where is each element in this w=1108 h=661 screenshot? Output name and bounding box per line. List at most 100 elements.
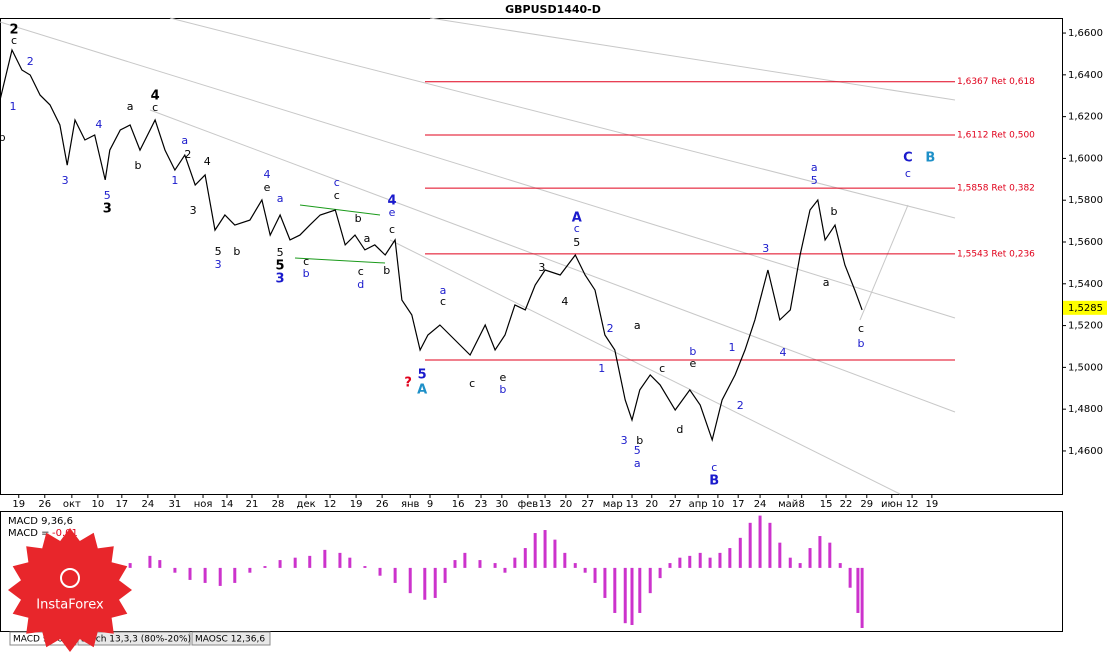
wave-label: 2 [27, 55, 34, 68]
wave-label: 3 [62, 174, 69, 187]
channel-line [294, 257, 386, 264]
wave-label: 2 [10, 23, 19, 38]
macd-bar [856, 567, 860, 613]
wave-label: c [389, 223, 395, 236]
macd-bar [263, 566, 267, 568]
macd-bar [553, 539, 557, 568]
x-tick-label: 24 [754, 499, 767, 510]
y-tick-label: 1,4600 [1068, 446, 1103, 457]
indicator-value: -0.01 [52, 528, 78, 539]
y-tick-label: 1,6200 [1068, 112, 1103, 123]
wave-label: 5 [276, 259, 285, 274]
x-tick-label: 17 [732, 499, 745, 510]
logo: InstaForex [8, 528, 132, 652]
wave-label: e [499, 371, 506, 384]
wave-label: c [440, 295, 446, 308]
y-tick-label: 1,5600 [1068, 237, 1103, 248]
macd-bar [658, 567, 662, 579]
wave-label: 3 [762, 242, 769, 255]
wave-label: A [417, 382, 427, 397]
level-label: 1,5543 Ret 0,236 [957, 249, 1035, 259]
indicator-tab-label[interactable]: Stoch 13,3,3 (80%-20%) [81, 635, 191, 645]
wave-label: e [690, 357, 697, 370]
brand-name: InstaForex [36, 598, 104, 613]
x-tick-label: июн [881, 499, 902, 510]
projection [859, 204, 909, 321]
wave-label: b [355, 212, 362, 225]
macd-bar [648, 567, 652, 594]
macd-bar [630, 567, 634, 625]
wave-label: A [572, 210, 582, 225]
wave-label: ? [404, 376, 412, 391]
macd-bar [293, 557, 297, 568]
macd-bar [748, 522, 752, 568]
wave-label: c [858, 322, 864, 335]
y-tick-label: 1,4800 [1068, 404, 1103, 415]
macd-bar [408, 567, 412, 594]
macd-bar [623, 567, 627, 624]
macd-bar [603, 567, 607, 598]
wave-label: c [334, 189, 340, 202]
x-tick-label: 22 [840, 499, 853, 510]
macd-bar [638, 567, 642, 613]
last-price-label: 1,5285 [1068, 303, 1103, 314]
wave-label: b [689, 345, 696, 358]
wave-label: a [440, 284, 447, 297]
x-tick-label: 27 [669, 499, 682, 510]
wave-label: a [127, 100, 134, 113]
wave-label: 5 [215, 245, 222, 258]
wave-label: 1 [171, 174, 178, 187]
macd-bar [688, 555, 692, 568]
wave-label: b [830, 205, 837, 218]
wave-label: 2 [607, 322, 614, 335]
macd-bar [678, 557, 682, 568]
indicator-tab-label[interactable]: MAOSC 12,36,6 [195, 635, 265, 645]
wave-label: B [709, 474, 719, 489]
y-tick-label: 1,6400 [1068, 70, 1103, 81]
wave-label: 5 [811, 174, 818, 187]
wave-label: c [469, 377, 475, 390]
x-tick-label: 21 [246, 499, 259, 510]
macd-bar [278, 560, 282, 568]
macd-bar [543, 530, 547, 568]
macd-bar [463, 552, 467, 568]
macd-bar [708, 557, 712, 568]
macd-bar [738, 537, 742, 568]
x-tick-label: ноя [194, 499, 213, 510]
wave-label: B [925, 151, 935, 166]
wave-label: 5 [277, 246, 284, 259]
macd-panel [0, 511, 1063, 632]
wave-label: a [634, 457, 641, 470]
x-tick-label: 13 [626, 499, 639, 510]
x-tick-label: фев [518, 499, 539, 510]
macd-bar [828, 542, 832, 568]
x-tick-label: 28 [272, 499, 285, 510]
indicator-tab[interactable] [191, 631, 271, 646]
wave-label: 2 [737, 399, 744, 412]
trendline [169, 17, 956, 219]
x-tick-label: 29 [860, 499, 873, 510]
wave-label: 4 [95, 118, 102, 131]
wave-label: 4 [204, 155, 211, 168]
wave-label: a [823, 276, 830, 289]
x-tick-label: 12 [324, 499, 337, 510]
macd-bar [188, 567, 192, 580]
wave-label: 3 [215, 258, 222, 271]
main-panel [0, 18, 1063, 495]
wave-label: 4 [151, 88, 160, 103]
macd-bar [348, 557, 352, 568]
chart-title: GBPUSD1440-D [505, 3, 601, 16]
macd-bar [453, 560, 457, 568]
x-tick-label: 13 [539, 499, 552, 510]
wave-label: b [134, 159, 141, 172]
y-tick-label: 1,5800 [1068, 195, 1103, 206]
indicator-tab-label[interactable]: MACD 9,36,6 [13, 635, 72, 645]
wave-label: c [11, 34, 17, 47]
level-label: 1,6112 Ret 0,500 [957, 131, 1035, 141]
x-tick-label: апр [689, 499, 708, 510]
wave-label: c [334, 176, 340, 189]
macd-bar [248, 567, 252, 573]
wave-label: e [264, 181, 271, 194]
last-price-box [1063, 300, 1107, 315]
macd-bar [788, 557, 792, 568]
